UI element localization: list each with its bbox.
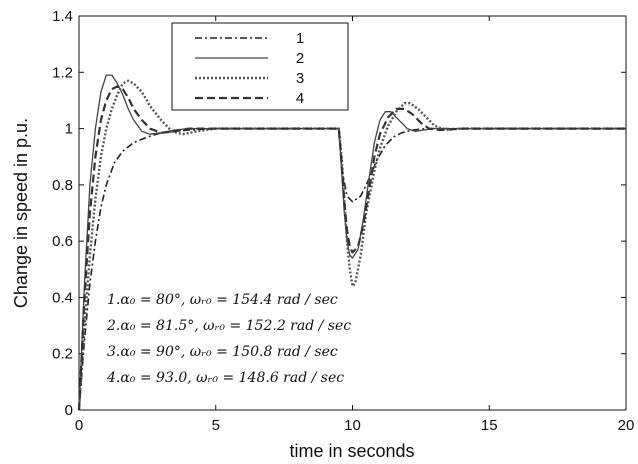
- x-tick-label: 5: [212, 417, 220, 434]
- y-tick-label: 0.4: [52, 289, 73, 306]
- y-tick-label: 0.2: [52, 346, 73, 363]
- y-axis-label: Change in speed in p.u.: [11, 118, 31, 308]
- y-tick-label: 0.6: [52, 233, 73, 250]
- legend-label-3: 3: [296, 70, 304, 87]
- annotation-line: 3.α₀ = 90°, ωᵣ₀ = 150.8 rad / sec: [107, 344, 338, 360]
- series-line-1: [78, 127, 626, 411]
- axis-ticks: 0 5 10 15 20 0 0.2 0.4 0.6 0.8 1 1.2 1.4: [52, 8, 634, 434]
- legend-label-2: 2: [296, 50, 304, 67]
- y-tick-label: 1.2: [52, 64, 73, 81]
- y-tick-label: 1.4: [52, 8, 73, 25]
- y-tick-label: 1: [65, 121, 73, 138]
- x-tick-label: 10: [344, 417, 361, 434]
- series-line-3: [77, 79, 626, 411]
- annotation-line: 2.α₀ = 81.5°, ωᵣ₀ = 152.2 rad / sec: [106, 318, 351, 334]
- x-axis-label: time in seconds: [289, 441, 414, 461]
- legend: 1 2 3 4: [171, 22, 349, 111]
- annotation-line: 4.α₀ = 93.0, ωᵣ₀ = 148.6 rad / sec: [106, 370, 344, 386]
- annotation-line: 1.α₀ = 80°, ωᵣ₀ = 154.4 rad / sec: [107, 292, 338, 308]
- x-tick-label: 20: [618, 417, 635, 434]
- series-layer: [77, 74, 626, 411]
- legend-label-1: 1: [296, 30, 304, 47]
- legend-label-4: 4: [296, 90, 304, 107]
- x-tick-label: 0: [75, 417, 83, 434]
- annotation-block: 1.α₀ = 80°, ωᵣ₀ = 154.4 rad / sec 2.α₀ = …: [106, 292, 351, 386]
- series-line-4: [77, 85, 626, 411]
- x-tick-label: 15: [481, 417, 498, 434]
- y-tick-label: 0.8: [52, 177, 73, 194]
- y-tick-label: 0: [65, 402, 73, 419]
